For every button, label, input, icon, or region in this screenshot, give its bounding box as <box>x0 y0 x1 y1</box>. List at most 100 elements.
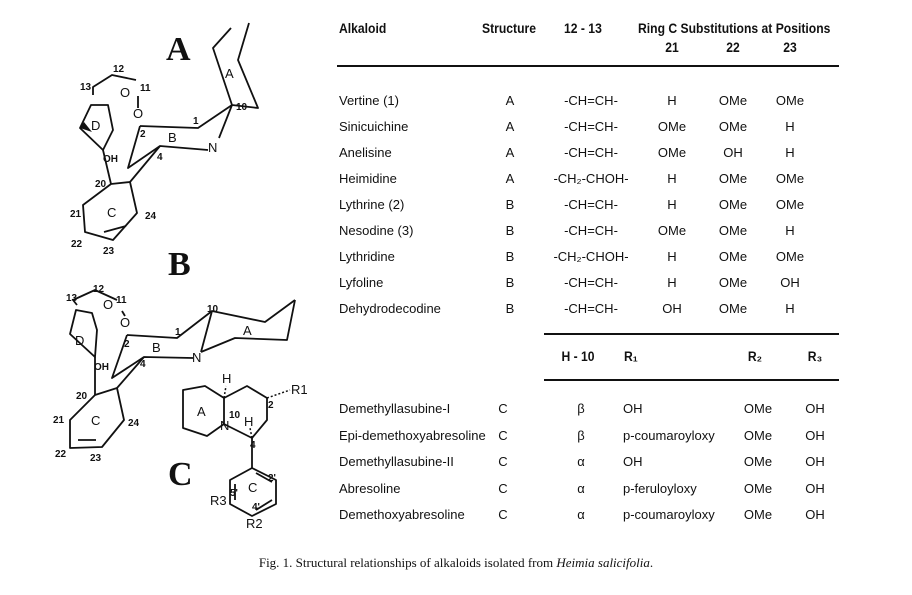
substituent-r2: OMe <box>743 507 773 522</box>
structure-type: C <box>498 507 508 522</box>
bond-12-13: -CH=CH- <box>564 119 618 134</box>
substituent-23: OMe <box>775 197 805 212</box>
atom-label: H <box>244 414 253 429</box>
atom-label: 4 <box>140 359 146 370</box>
substituent-23: H <box>785 145 795 160</box>
h10-configuration: β <box>577 401 585 416</box>
atom-label: 10 <box>236 102 248 113</box>
alkaloid-name: Anelisine <box>339 145 392 160</box>
substituent-r3: OH <box>805 427 825 443</box>
structure-type: B <box>505 249 515 264</box>
alkaloid-name: Dehydrodecodine <box>339 301 441 316</box>
substituent-21: H <box>667 249 677 264</box>
atom-label: 10 <box>207 304 219 315</box>
substituent-23: H <box>785 301 795 316</box>
atom-label: 4 <box>250 440 256 451</box>
substituent-23: H <box>785 119 795 134</box>
alkaloid-name: Lyfoline <box>339 275 384 290</box>
substituent-23: OMe <box>775 171 805 186</box>
ring-label: D <box>75 333 84 348</box>
header-pos-23: 23 <box>783 40 797 55</box>
table-rule <box>544 379 839 381</box>
substituent-r2: OMe <box>743 480 773 496</box>
caption-text: Fig. 1. Structural relationships of alka… <box>258 555 557 570</box>
substituent-21: OMe <box>657 119 687 134</box>
structure-type: B <box>505 275 515 290</box>
atom-label: 12 <box>93 284 105 295</box>
substituent-r1: p-coumaroyloxy <box>623 427 715 443</box>
structure-type: A <box>505 119 515 134</box>
structure-type: C <box>498 427 508 443</box>
atom-label: OH <box>94 362 109 373</box>
substituent-22: OMe <box>718 249 748 264</box>
atom-label: 4' <box>252 502 260 513</box>
structure-b-title: B <box>168 246 191 283</box>
atom-label: O <box>120 315 130 330</box>
structure-b: B 12 13 O 11 O 10 A 1 2 B N 4 D OH 20 21… <box>53 246 296 464</box>
ring-label: D <box>91 118 100 133</box>
atom-label: 11 <box>140 83 151 94</box>
header-12-13: 12 - 13 <box>564 21 602 36</box>
bond-12-13: -CH=CH- <box>564 275 618 290</box>
atom-label: 23 <box>90 453 102 464</box>
substituent-21: OMe <box>657 145 687 160</box>
atom-label: 13 <box>80 82 92 93</box>
bond-12-13: -CH=CH- <box>564 145 618 160</box>
figure-caption: Fig. 1. Structural relationships of alka… <box>0 555 912 571</box>
caption-species: Heimia salicifolia <box>556 555 650 570</box>
atom-label: 23 <box>103 246 115 257</box>
structure-type: C <box>498 454 508 469</box>
atom-label: N <box>220 418 229 433</box>
substituent-22: OMe <box>718 171 748 186</box>
h10-configuration: α <box>577 480 585 496</box>
header-r3: R₃ <box>807 349 823 364</box>
substituent-22: OMe <box>718 93 748 108</box>
atom-label: 20 <box>76 391 88 402</box>
atom-label: 10 <box>229 410 241 421</box>
atom-label: 11 <box>116 295 127 306</box>
substituent-23: OMe <box>775 249 805 264</box>
alkaloid-name: Epi-demethoxyabresoline <box>339 427 486 443</box>
structure-c: C H R1 A 10 2 N H 4 C 2' 5' R3 4' R2 <box>168 371 308 531</box>
caption-end: . <box>649 555 654 570</box>
atom-label: N <box>208 140 217 155</box>
ring-label: B <box>168 130 177 145</box>
structure-a: A 12 13 O 11 O 1 10 2 B N 4 OH D 20 C 21… <box>70 22 259 257</box>
bond-12-13: -CH=CH- <box>564 301 618 316</box>
substituent-label: R2 <box>246 516 263 531</box>
atom-label: 1 <box>175 327 181 338</box>
substituent-22: OMe <box>718 119 748 134</box>
header-r1: R₁ <box>624 349 638 364</box>
structure-a-title: A <box>166 31 191 68</box>
structure-c-title: C <box>168 456 193 493</box>
substituent-22: OMe <box>718 275 748 290</box>
ring-label: A <box>197 404 206 419</box>
substituent-r3: OH <box>805 480 825 496</box>
substituent-r2: OMe <box>743 401 773 416</box>
substituent-22: OMe <box>718 197 748 212</box>
structure-type: B <box>505 301 515 316</box>
structure-type: B <box>505 197 515 212</box>
table-rule <box>544 333 839 335</box>
alkaloid-name: Demethyllasubine-I <box>339 401 451 416</box>
substituent-21: OH <box>662 301 682 316</box>
alkaloid-name: Heimidine <box>339 171 397 186</box>
atom-label: N <box>192 350 201 365</box>
substituent-r1: OH <box>623 401 643 416</box>
alkaloid-name: Lythridine <box>339 249 395 264</box>
atom-label: 24 <box>145 211 157 222</box>
substituent-r1: p-coumaroyloxy <box>623 507 715 522</box>
substituent-label: R3 <box>210 493 227 508</box>
atom-label: 12 <box>113 64 125 75</box>
header-structure: Structure <box>482 21 537 36</box>
bond-12-13: -CH=CH- <box>564 93 618 108</box>
bond-12-13: -CH=CH- <box>564 223 618 238</box>
atom-label: H <box>222 371 231 386</box>
structure-type: C <box>498 480 508 496</box>
atom-label: 4 <box>157 152 163 163</box>
substituent-21: H <box>667 93 677 108</box>
atom-label: 2' <box>268 473 276 484</box>
atom-label: 21 <box>53 415 65 426</box>
substituent-21: OMe <box>657 223 687 238</box>
header-r2: R₂ <box>747 349 763 364</box>
